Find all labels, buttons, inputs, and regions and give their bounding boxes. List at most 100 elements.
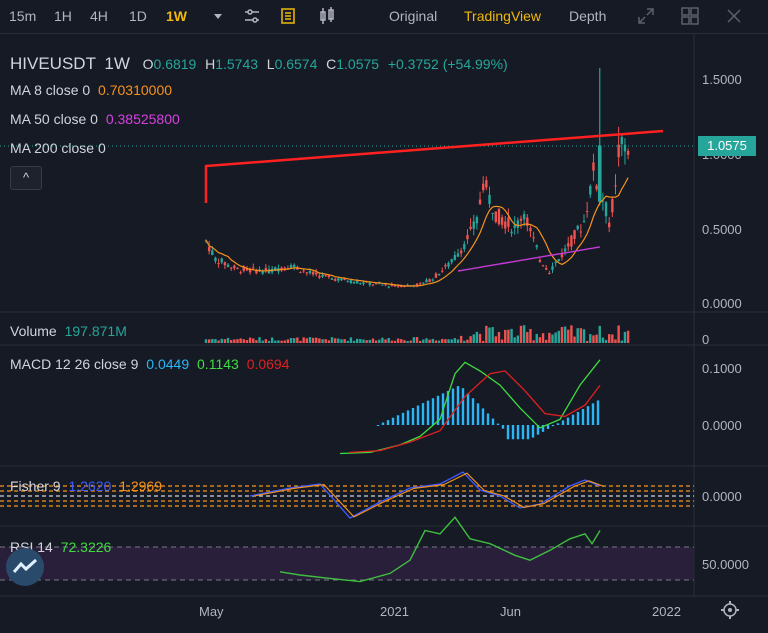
volume-bar <box>469 336 472 343</box>
expand-icon[interactable] <box>636 6 656 26</box>
indicator-settings-icon[interactable] <box>242 6 262 26</box>
candle-type-icon[interactable] <box>317 6 337 26</box>
volume-bar <box>456 339 460 343</box>
volume-bar <box>390 340 394 343</box>
close-icon[interactable] <box>724 6 744 26</box>
volume-bar <box>343 339 346 343</box>
macd-histogram-bar <box>391 417 395 425</box>
candle-body <box>437 273 441 275</box>
volume-bar <box>488 327 491 343</box>
macd-histogram-bar <box>506 425 510 440</box>
volume-bar <box>245 340 249 343</box>
interval-1h[interactable]: 1H <box>54 8 72 24</box>
ma200-label: MA 200 close 0 <box>10 140 106 156</box>
volume-bar <box>381 337 384 343</box>
collapse-legend-button[interactable]: ^ <box>10 166 42 190</box>
candle-body <box>482 183 485 191</box>
macd-histogram-bar <box>496 423 500 425</box>
gear-icon[interactable] <box>721 601 739 619</box>
macd-histogram-bar <box>501 425 505 429</box>
candle-body <box>289 265 293 268</box>
grid-layout-icon[interactable] <box>680 6 700 26</box>
volume-bar <box>261 340 264 343</box>
candle-body <box>576 225 579 230</box>
ma50-legend: MA 50 close 0 0.38525800 <box>10 111 180 127</box>
macd-label: MACD 12 26 close 9 <box>10 356 139 372</box>
candle-body <box>532 237 535 239</box>
fisher-trigger-value: 1.2969 <box>119 478 163 494</box>
logo-badge <box>6 548 44 586</box>
volume-bar <box>365 340 368 343</box>
fisher-legend: Fisher 9 1.2620 1.2969 <box>10 478 162 494</box>
ma50-value: 0.38525800 <box>105 111 180 127</box>
volume-bar <box>368 339 371 343</box>
candle-body <box>570 235 573 247</box>
macd-histogram-bar <box>551 425 555 427</box>
last-candle-body <box>597 145 602 202</box>
candle-body <box>425 279 428 283</box>
candle-body <box>381 284 384 286</box>
volume-bar <box>614 339 617 343</box>
candle-body <box>226 264 230 267</box>
candle-body <box>245 267 249 271</box>
interval-15m[interactable]: 15m <box>9 8 37 24</box>
volume-bar <box>428 339 431 343</box>
volume-bar <box>472 334 475 343</box>
macd-histogram-bar <box>481 408 485 425</box>
macd-histogram-bar <box>416 405 420 425</box>
volume-bar <box>500 339 504 343</box>
view-original[interactable]: Original <box>389 8 438 24</box>
volume-bar <box>434 340 438 343</box>
volume-bar <box>280 340 283 343</box>
volume-bar <box>592 335 595 343</box>
interval-1w[interactable]: 1W <box>166 8 187 24</box>
candle-body <box>507 217 510 227</box>
candle-body <box>466 234 469 240</box>
volume-bar <box>393 340 397 343</box>
candle-body <box>239 272 242 274</box>
tradingview-logo-icon <box>12 558 38 573</box>
candle-body <box>267 269 271 274</box>
volume-bar <box>258 337 261 343</box>
rsi-value: 72.3226 <box>60 539 112 555</box>
bookmark-icon[interactable] <box>278 6 298 26</box>
ma50-label: MA 50 close 0 <box>10 111 98 127</box>
candle-body <box>557 259 560 262</box>
volume-bar <box>308 337 312 343</box>
volume-bar <box>510 328 513 343</box>
dropdown-arrow-icon[interactable] <box>208 6 228 26</box>
volume-bar <box>419 340 422 343</box>
macd-histogram-bar <box>406 410 410 425</box>
view-tradingview[interactable]: TradingView <box>464 8 542 24</box>
volume-bar <box>482 340 485 343</box>
volume-bar <box>494 336 497 343</box>
volume-bar <box>507 329 510 343</box>
candle-body <box>419 283 422 285</box>
candle-body <box>264 267 268 272</box>
volume-bar <box>617 325 620 343</box>
chart-canvas[interactable]: 1.5000 1.0000 0.5000 0.0000 0 0.1000 0.0… <box>0 34 768 633</box>
macd-histogram-bar <box>531 425 535 438</box>
interval-1d[interactable]: 1D <box>129 8 147 24</box>
interval-4h[interactable]: 4H <box>90 8 108 24</box>
candle-body <box>554 262 557 264</box>
volume-bar <box>441 338 444 343</box>
candle-body <box>545 268 548 270</box>
volume-bar <box>551 334 554 343</box>
view-depth[interactable]: Depth <box>569 8 607 24</box>
candle-body <box>349 280 353 284</box>
volume-bar <box>384 339 387 343</box>
low-value: 0.6574 <box>274 56 318 72</box>
volume-bar <box>491 327 494 343</box>
candle-body <box>356 281 359 284</box>
candle-body <box>551 266 554 270</box>
macd-histogram-bar <box>386 420 390 425</box>
candle-body <box>362 282 365 285</box>
ma8-value: 0.70310000 <box>98 82 173 98</box>
volume-bar <box>422 339 425 343</box>
volume-bar <box>579 328 583 343</box>
volume-bar <box>236 339 239 343</box>
macd-histogram-bar <box>556 423 560 425</box>
candle-body <box>548 273 551 275</box>
volume-bar <box>620 340 623 343</box>
